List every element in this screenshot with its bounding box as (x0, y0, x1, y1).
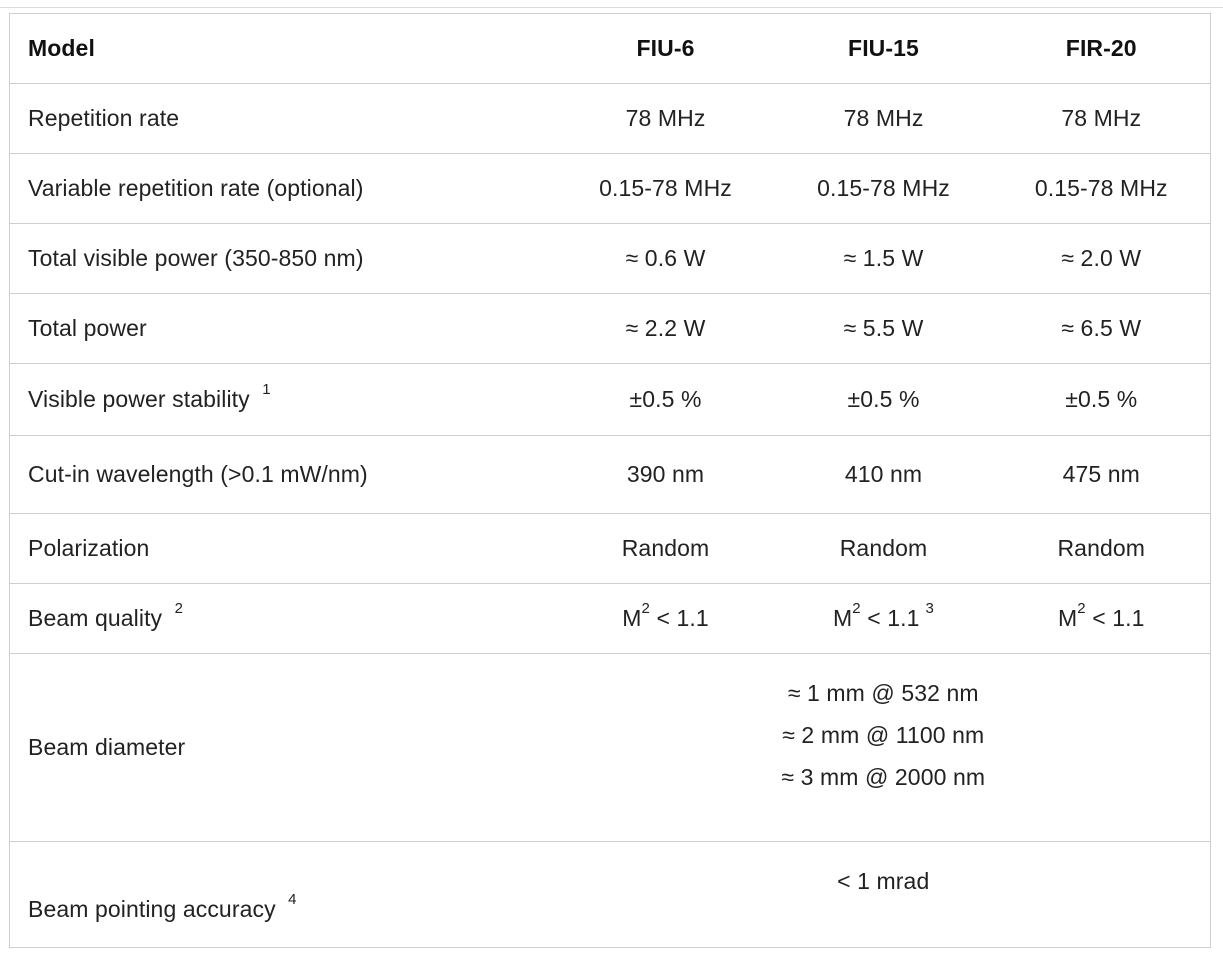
m-exponent: 2 (641, 600, 650, 617)
row-value: ≈ 2.2 W (556, 293, 775, 364)
specifications-table: Model FIU-6 FIU-15 FIR-20 Repetition rat… (9, 13, 1211, 948)
row-value: 0.15-78 MHz (992, 153, 1211, 224)
row-label: Total visible power (350-850 nm) (9, 223, 557, 294)
row-value: 78 MHz (992, 83, 1211, 154)
row-value: ±0.5 % (992, 363, 1211, 436)
table-row: Variable repetition rate (optional) 0.15… (9, 153, 1211, 224)
row-label: Beam quality (28, 605, 163, 631)
row-label-with-footnote: Visible power stability 1 (9, 363, 557, 436)
row-value: ≈ 1.5 W (774, 223, 993, 294)
row-label-with-footnote: Beam pointing accuracy 4 (9, 841, 557, 948)
row-value: ≈ 2.0 W (992, 223, 1211, 294)
row-value: 390 nm (556, 435, 775, 514)
m-symbol: M (622, 605, 642, 631)
row-label-with-footnote: Beam quality 2 (9, 583, 557, 654)
table-row: Visible power stability 1 ±0.5 % ±0.5 % … (9, 363, 1211, 436)
row-label: Repetition rate (9, 83, 557, 154)
row-value: ±0.5 % (556, 363, 775, 436)
row-label: Beam pointing accuracy (28, 896, 276, 922)
header-model-label: Model (9, 13, 557, 84)
table-row: Polarization Random Random Random (9, 513, 1211, 584)
footnote-marker: 1 (262, 381, 271, 398)
m-symbol: M (1057, 605, 1078, 631)
row-label: Cut-in wavelength (>0.1 mW/nm) (9, 435, 557, 514)
row-value: 78 MHz (556, 83, 775, 154)
row-label: Polarization (9, 513, 557, 584)
m-exponent: 2 (852, 600, 861, 617)
row-value: Random (556, 513, 775, 584)
m-exponent: 2 (1077, 600, 1086, 617)
beam-diameter-value: ≈ 1 mm @ 532 nm ≈ 2 mm @ 1100 nm ≈ 3 mm … (556, 653, 1211, 842)
beam-diameter-line: ≈ 1 mm @ 532 nm (787, 680, 979, 706)
table-row-beam-diameter: Beam diameter ≈ 1 mm @ 532 nm ≈ 2 mm @ 1… (9, 653, 1211, 842)
table-row: Repetition rate 78 MHz 78 MHz 78 MHz (9, 83, 1211, 154)
row-value: ≈ 6.5 W (992, 293, 1211, 364)
row-label: Variable repetition rate (optional) (9, 153, 557, 224)
footnote-marker: 4 (288, 891, 297, 908)
table-header-row: Model FIU-6 FIU-15 FIR-20 (9, 13, 1211, 84)
table-row: Total visible power (350-850 nm) ≈ 0.6 W… (9, 223, 1211, 294)
beam-diameter-line: ≈ 3 mm @ 2000 nm (781, 764, 986, 790)
row-value: Random (992, 513, 1211, 584)
row-value: 78 MHz (774, 83, 993, 154)
row-value: 410 nm (774, 435, 993, 514)
table-row: Cut-in wavelength (>0.1 mW/nm) 390 nm 41… (9, 435, 1211, 514)
table-row-beam-quality: Beam quality 2 M2 < 1.1 M2 < 1.1 3 M2 < 1… (9, 583, 1211, 654)
row-label: Visible power stability (28, 386, 250, 412)
m-squared-suffix: < 1.1 (649, 605, 709, 631)
footnote-marker: 3 (925, 600, 934, 617)
footnote-marker: 2 (174, 600, 184, 617)
beam-pointing-value: < 1 mrad (556, 841, 1211, 948)
row-label: Total power (9, 293, 557, 364)
row-value: ≈ 0.6 W (556, 223, 775, 294)
beam-quality-value: M2 < 1.1 (556, 583, 775, 654)
table-row-beam-pointing: Beam pointing accuracy 4 < 1 mrad (9, 841, 1211, 948)
top-divider (0, 7, 1223, 8)
row-value: 0.15-78 MHz (556, 153, 775, 224)
row-value: 475 nm (992, 435, 1211, 514)
beam-quality-value: M2 < 1.1 3 (774, 583, 993, 654)
header-model-fiu-15: FIU-15 (774, 13, 993, 84)
row-value: Random (774, 513, 993, 584)
beam-diameter-line: ≈ 2 mm @ 1100 nm (782, 722, 985, 748)
m-squared-suffix: < 1.1 (1085, 605, 1145, 631)
header-model-fiu-6: FIU-6 (556, 13, 775, 84)
m-squared-suffix: < 1.1 (860, 605, 920, 631)
m-symbol: M (833, 605, 853, 631)
table-row: Total power ≈ 2.2 W ≈ 5.5 W ≈ 6.5 W (9, 293, 1211, 364)
row-value: ≈ 5.5 W (774, 293, 993, 364)
row-value: ±0.5 % (774, 363, 993, 436)
beam-quality-value: M2 < 1.1 (992, 583, 1211, 654)
header-model-fir-20: FIR-20 (992, 13, 1211, 84)
row-label: Beam diameter (9, 653, 557, 842)
row-value: 0.15-78 MHz (774, 153, 993, 224)
